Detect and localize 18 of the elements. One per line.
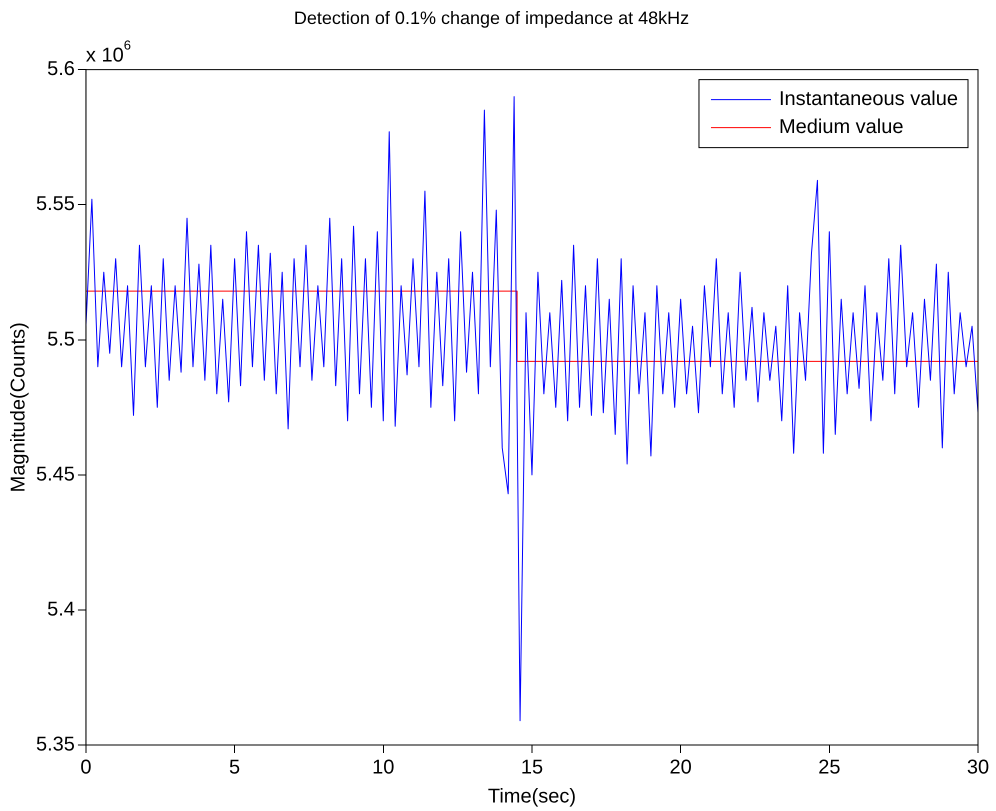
y-axis-title: Magnitude(Counts) <box>8 322 30 492</box>
y-tick-label: 5.45 <box>36 463 75 486</box>
y-tick-label: 5.35 <box>36 734 75 756</box>
x-axis-title: Time(sec) <box>488 786 576 808</box>
x-tick-label: 10 <box>372 756 394 779</box>
x-tick-label: 5 <box>229 756 240 779</box>
y-tick-label: 5.4 <box>47 598 75 620</box>
y-tick-label: 5.5 <box>47 328 75 350</box>
x-tick-label: 30 <box>966 756 990 779</box>
x-tick-label: 15 <box>520 756 544 779</box>
legend-label: Medium value <box>778 116 904 138</box>
x-tick-label: 0 <box>80 756 92 779</box>
chart-title: Detection of 0.1% change of impedance at 48kHz <box>294 8 690 28</box>
y-tick-label: 5.55 <box>36 193 75 216</box>
x-tick-label: 20 <box>670 756 692 779</box>
x-tick-label: 25 <box>818 756 840 779</box>
legend-label: Instantaneous value <box>778 88 958 110</box>
y-tick-label: 5.6 <box>47 58 75 80</box>
